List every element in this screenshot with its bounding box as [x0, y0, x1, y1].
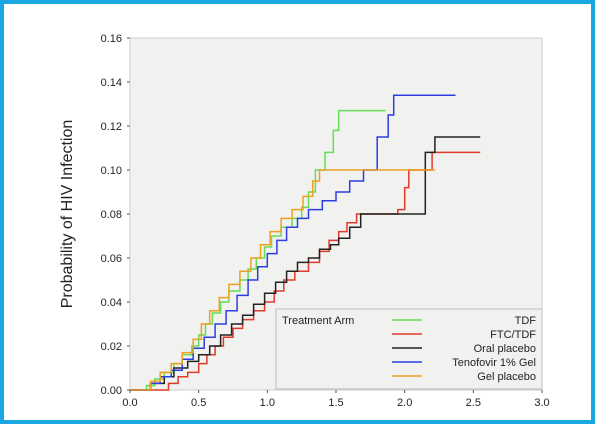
y-tick-label: 0.06	[101, 253, 122, 265]
series-line-tenofovir-1-gel	[130, 94, 456, 391]
x-tick-label: 2.5	[466, 397, 481, 409]
y-tick-label: 0.14	[101, 77, 122, 89]
x-tick-label: 2.0	[397, 397, 412, 409]
y-tick-label: 0.08	[101, 209, 122, 221]
y-axis-title: Probability of HIV Infection	[59, 120, 76, 309]
y-tick-label: 0.12	[101, 121, 122, 133]
x-tick-label: 3.0	[534, 397, 549, 409]
legend-label: Tenofovir 1% Gel	[452, 357, 536, 369]
series-line-oral-placebo	[130, 136, 481, 391]
x-tick-label: 0.5	[191, 397, 206, 409]
legend-label: TDF	[515, 315, 537, 327]
y-tick-label: 0.16	[101, 33, 122, 45]
line-chart: 0.0 0.5 1.0 1.5 2.0 2.5 3.0 0.00 0.02 0.04 0.06 0.0…	[59, 33, 550, 409]
series-line-ftc-tdf	[130, 151, 481, 391]
y-tick-label: 0.04	[101, 297, 122, 309]
legend-title: Treatment Arm	[282, 315, 354, 327]
legend-label: Gel placebo	[477, 371, 536, 383]
series-line-gel-placebo	[130, 169, 435, 391]
y-tick-label: 0.10	[101, 165, 122, 177]
x-tick-label: 1.5	[328, 397, 343, 409]
y-tick-label: 0.02	[101, 341, 122, 353]
legend-label: FTC/TDF	[490, 329, 536, 341]
x-tick-label: 1.0	[260, 397, 275, 409]
legend-label: Oral placebo	[474, 343, 536, 355]
legend: Treatment Arm TDF FTC/TDF Oral placebo Teno…	[275, 308, 543, 390]
x-tick-label: 0.0	[122, 397, 137, 409]
y-tick-label: 0.00	[101, 385, 122, 397]
